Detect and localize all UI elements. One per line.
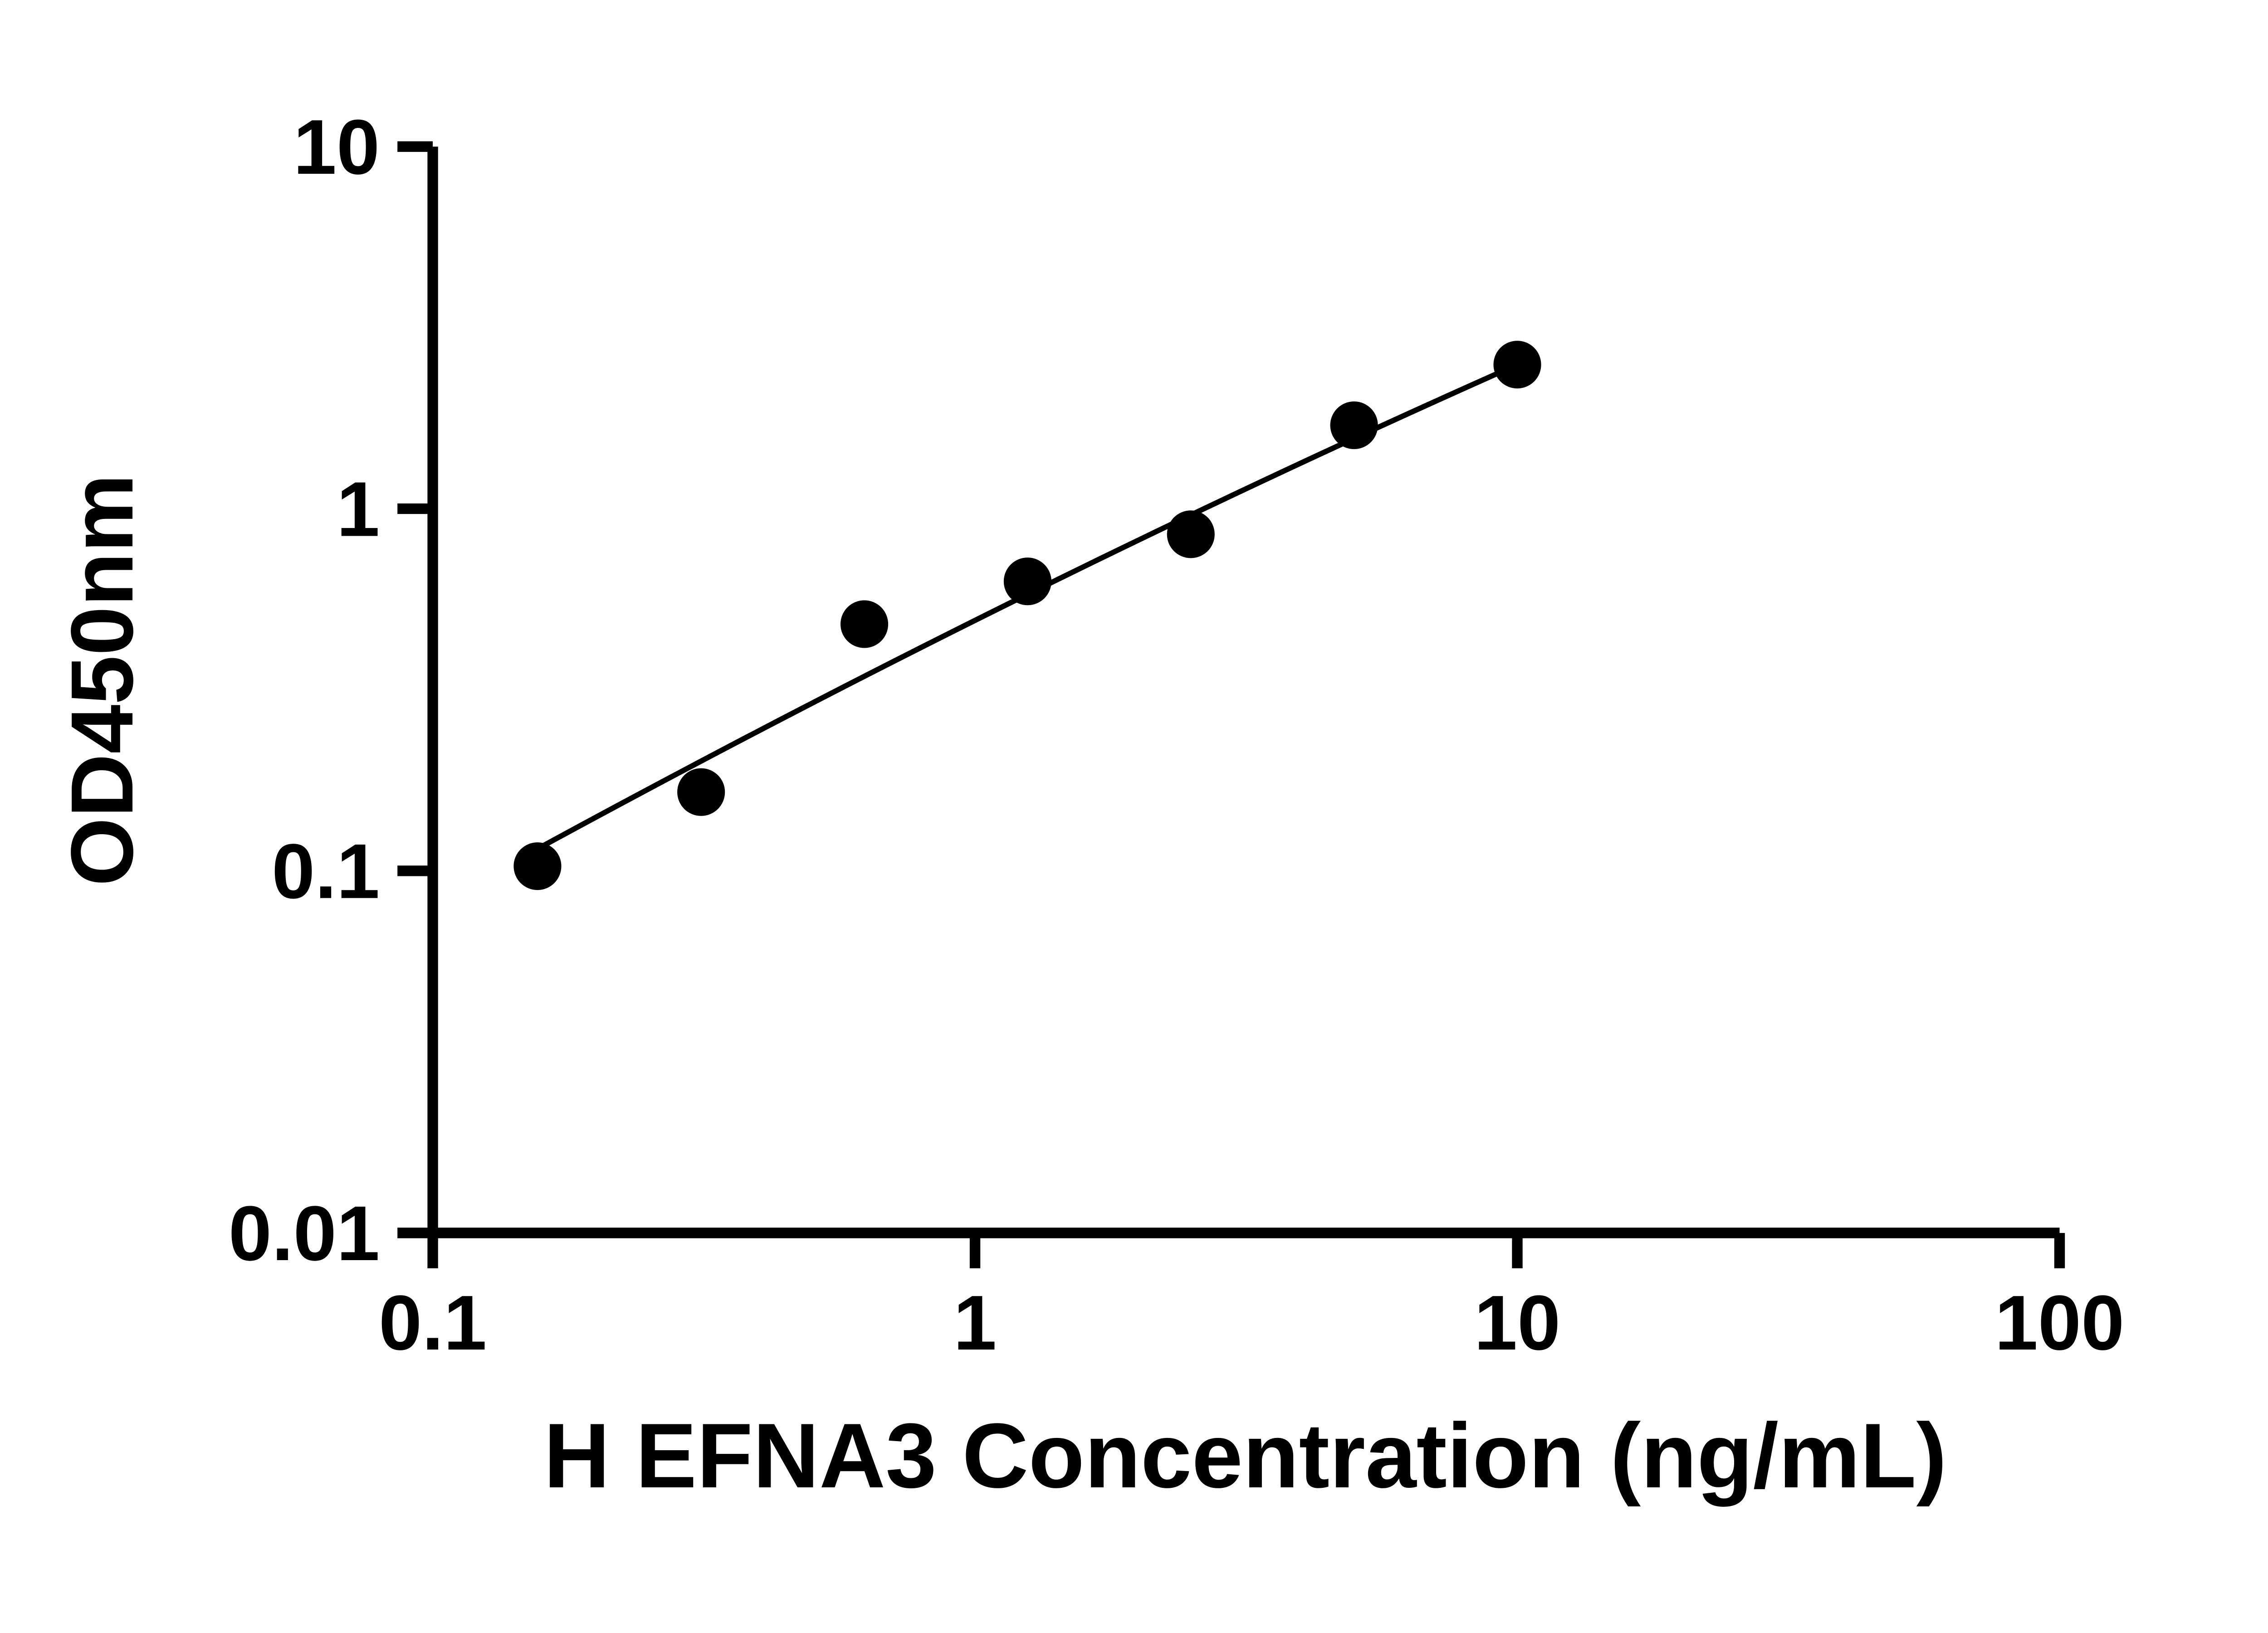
y-axis-title: OD450nm [53, 474, 152, 886]
x-tick-label: 10 [1474, 1280, 1561, 1366]
y-tick-label: 0.01 [229, 1190, 380, 1277]
data-point [677, 768, 725, 816]
data-point [1330, 401, 1378, 450]
axes-group [427, 147, 2060, 1238]
x-axis-title: H EFNA3 Concentration (ng/mL) [544, 1404, 1947, 1507]
data-point [840, 600, 889, 648]
y-tick-label: 10 [293, 104, 380, 191]
y-tick-label: 0.1 [272, 828, 380, 915]
x-tick-label: 100 [1995, 1280, 2125, 1366]
data-point [1003, 557, 1051, 606]
data-point [1493, 341, 1541, 389]
x-tick-label: 1 [953, 1280, 997, 1366]
x-tick-label: 0.1 [379, 1280, 487, 1366]
y-tick-label: 1 [337, 466, 380, 552]
axis-lines [427, 147, 2060, 1238]
data-point [1167, 510, 1215, 558]
elisa-standard-curve-figure: 10 1 0.1 0.01 0.1 1 10 100 OD450nm H EFNA3 Conc… [53, 104, 2125, 1507]
data-points-group [513, 341, 1541, 890]
data-point [513, 842, 562, 890]
